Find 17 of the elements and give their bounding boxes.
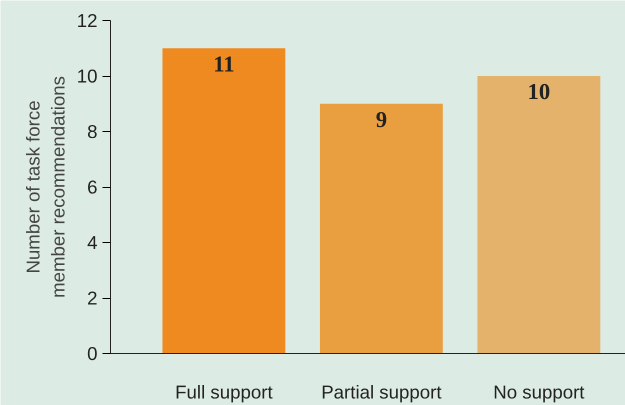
y-tick-label: 2 (87, 288, 98, 308)
x-tick-label: Partial support (321, 382, 442, 402)
data-label: 9 (376, 106, 388, 132)
y-tick-label: 12 (76, 10, 98, 31)
bar (320, 104, 443, 354)
y-axis-title: Number of task force member recommendations (22, 76, 69, 298)
y-tick-label: 6 (87, 176, 98, 198)
x-tick-label: Full support (175, 382, 274, 402)
bar (162, 48, 286, 354)
y-tick-label: 10 (76, 66, 98, 86)
x-tick-label: No support (493, 382, 586, 402)
bar (477, 76, 600, 354)
y-tick-label: 8 (87, 121, 98, 142)
y-tick-label: 4 (87, 232, 98, 253)
y-tick-label: 0 (87, 343, 98, 364)
data-label: 11 (213, 51, 235, 76)
data-label: 10 (528, 79, 550, 104)
